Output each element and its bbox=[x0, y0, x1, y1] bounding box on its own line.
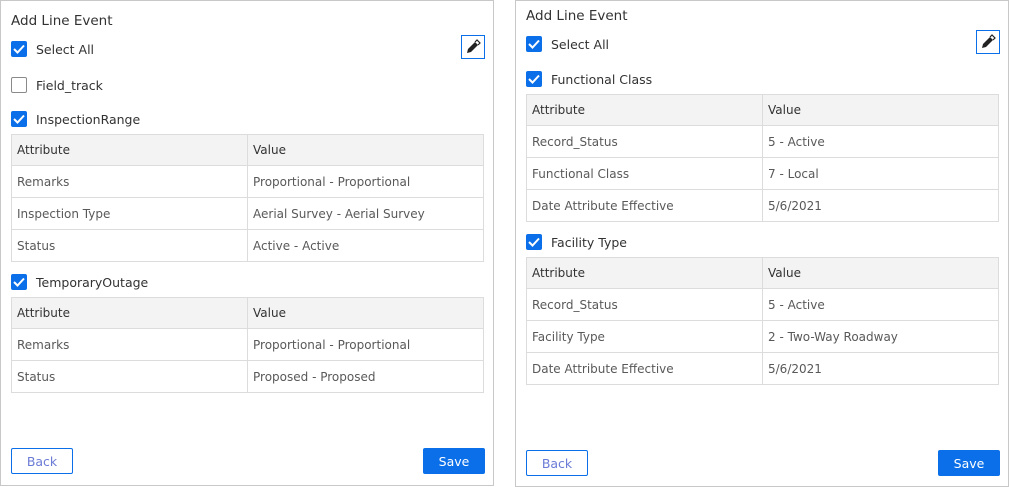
event-layer-checkbox[interactable]: Functional Class bbox=[526, 71, 652, 87]
attribute-cell: Status bbox=[11, 229, 248, 262]
add-line-event-panel: Add Line Event Select All Functional Cla… bbox=[515, 0, 1009, 487]
pen-tool-button[interactable] bbox=[461, 35, 485, 59]
attribute-cell: Date Attribute Effective bbox=[526, 189, 763, 222]
value-cell: 5 - Active bbox=[762, 125, 999, 158]
pen-icon bbox=[982, 34, 996, 48]
table-row: Facility Type 2 - Two-Way Roadway bbox=[526, 320, 999, 353]
value-cell: Proportional - Proportional bbox=[247, 165, 484, 198]
checkbox-label: InspectionRange bbox=[36, 111, 141, 127]
panel-title: Add Line Event bbox=[526, 8, 628, 24]
save-button[interactable]: Save bbox=[423, 448, 485, 474]
panel-title: Add Line Event bbox=[11, 13, 113, 29]
table-header: Attribute Value bbox=[11, 297, 484, 329]
table-row: Remarks Proportional - Proportional bbox=[11, 165, 484, 198]
back-button[interactable]: Back bbox=[11, 448, 73, 474]
column-header: Attribute bbox=[526, 94, 763, 126]
event-layer-checkbox[interactable]: InspectionRange bbox=[11, 111, 140, 127]
attribute-cell: Inspection Type bbox=[11, 197, 248, 230]
attribute-table: Attribute Value Remarks Proportional - Prop… bbox=[11, 297, 484, 393]
checkbox[interactable] bbox=[526, 36, 542, 52]
column-header: Attribute bbox=[11, 297, 248, 329]
table-row: Status Active - Active bbox=[11, 229, 484, 262]
attribute-cell: Remarks bbox=[11, 328, 248, 361]
event-layer-checkbox[interactable]: TemporaryOutage bbox=[11, 274, 148, 290]
value-cell: 5/6/2021 bbox=[762, 352, 999, 385]
checkbox-label: Facility Type bbox=[551, 234, 627, 250]
checkbox-label: TemporaryOutage bbox=[36, 274, 149, 290]
checkbox-label: Select All bbox=[36, 41, 95, 57]
pen-tool-button[interactable] bbox=[976, 30, 1000, 54]
value-cell: Active - Active bbox=[247, 229, 484, 262]
table-row: Functional Class 7 - Local bbox=[526, 157, 999, 190]
column-header: Value bbox=[247, 297, 484, 329]
table-row: Date Attribute Effective 5/6/2021 bbox=[526, 352, 999, 385]
column-header: Value bbox=[247, 134, 484, 166]
checkbox[interactable] bbox=[11, 77, 27, 93]
value-cell: Proportional - Proportional bbox=[247, 328, 484, 361]
table-header: Attribute Value bbox=[11, 134, 484, 166]
table-header: Attribute Value bbox=[526, 94, 999, 126]
table-header: Attribute Value bbox=[526, 257, 999, 289]
table-row: Record_Status 5 - Active bbox=[526, 288, 999, 321]
select-all-checkbox[interactable]: Select All bbox=[526, 36, 609, 52]
checkbox-label: Functional Class bbox=[551, 71, 653, 87]
value-cell: 5 - Active bbox=[762, 288, 999, 321]
checkbox[interactable] bbox=[526, 234, 542, 250]
attribute-table: Attribute Value Remarks Proportional - Prop… bbox=[11, 134, 484, 262]
table-row: Date Attribute Effective 5/6/2021 bbox=[526, 189, 999, 222]
table-row: Remarks Proportional - Proportional bbox=[11, 328, 484, 361]
attribute-table: Attribute Value Record_Status 5 - Active Fun… bbox=[526, 94, 999, 222]
value-cell: 7 - Local bbox=[762, 157, 999, 190]
back-button[interactable]: Back bbox=[526, 450, 588, 476]
value-cell: Aerial Survey - Aerial Survey bbox=[247, 197, 484, 230]
select-all-checkbox[interactable]: Select All bbox=[11, 41, 94, 57]
checkbox[interactable] bbox=[11, 111, 27, 127]
event-layer-checkbox[interactable]: Field_track bbox=[11, 77, 103, 93]
column-header: Attribute bbox=[526, 257, 763, 289]
attribute-cell: Record_Status bbox=[526, 125, 763, 158]
event-layer-checkbox[interactable]: Facility Type bbox=[526, 234, 627, 250]
pen-icon bbox=[467, 39, 481, 53]
value-cell: 5/6/2021 bbox=[762, 189, 999, 222]
column-header: Value bbox=[762, 94, 999, 126]
table-row: Record_Status 5 - Active bbox=[526, 125, 999, 158]
value-cell: 2 - Two-Way Roadway bbox=[762, 320, 999, 353]
checkbox-label: Field_track bbox=[36, 77, 103, 93]
attribute-cell: Remarks bbox=[11, 165, 248, 198]
attribute-cell: Date Attribute Effective bbox=[526, 352, 763, 385]
checkbox[interactable] bbox=[526, 71, 542, 87]
checkbox-label: Select All bbox=[551, 36, 610, 52]
save-button[interactable]: Save bbox=[938, 450, 1000, 476]
column-header: Value bbox=[762, 257, 999, 289]
table-row: Status Proposed - Proposed bbox=[11, 360, 484, 393]
attribute-cell: Record_Status bbox=[526, 288, 763, 321]
attribute-table: Attribute Value Record_Status 5 - Active Fac… bbox=[526, 257, 999, 385]
checkbox[interactable] bbox=[11, 41, 27, 57]
attribute-cell: Functional Class bbox=[526, 157, 763, 190]
add-line-event-panel: Add Line Event Select All Field_track In… bbox=[0, 0, 494, 486]
table-row: Inspection Type Aerial Survey - Aerial Su… bbox=[11, 197, 484, 230]
column-header: Attribute bbox=[11, 134, 248, 166]
attribute-cell: Facility Type bbox=[526, 320, 763, 353]
attribute-cell: Status bbox=[11, 360, 248, 393]
checkbox[interactable] bbox=[11, 274, 27, 290]
value-cell: Proposed - Proposed bbox=[247, 360, 484, 393]
